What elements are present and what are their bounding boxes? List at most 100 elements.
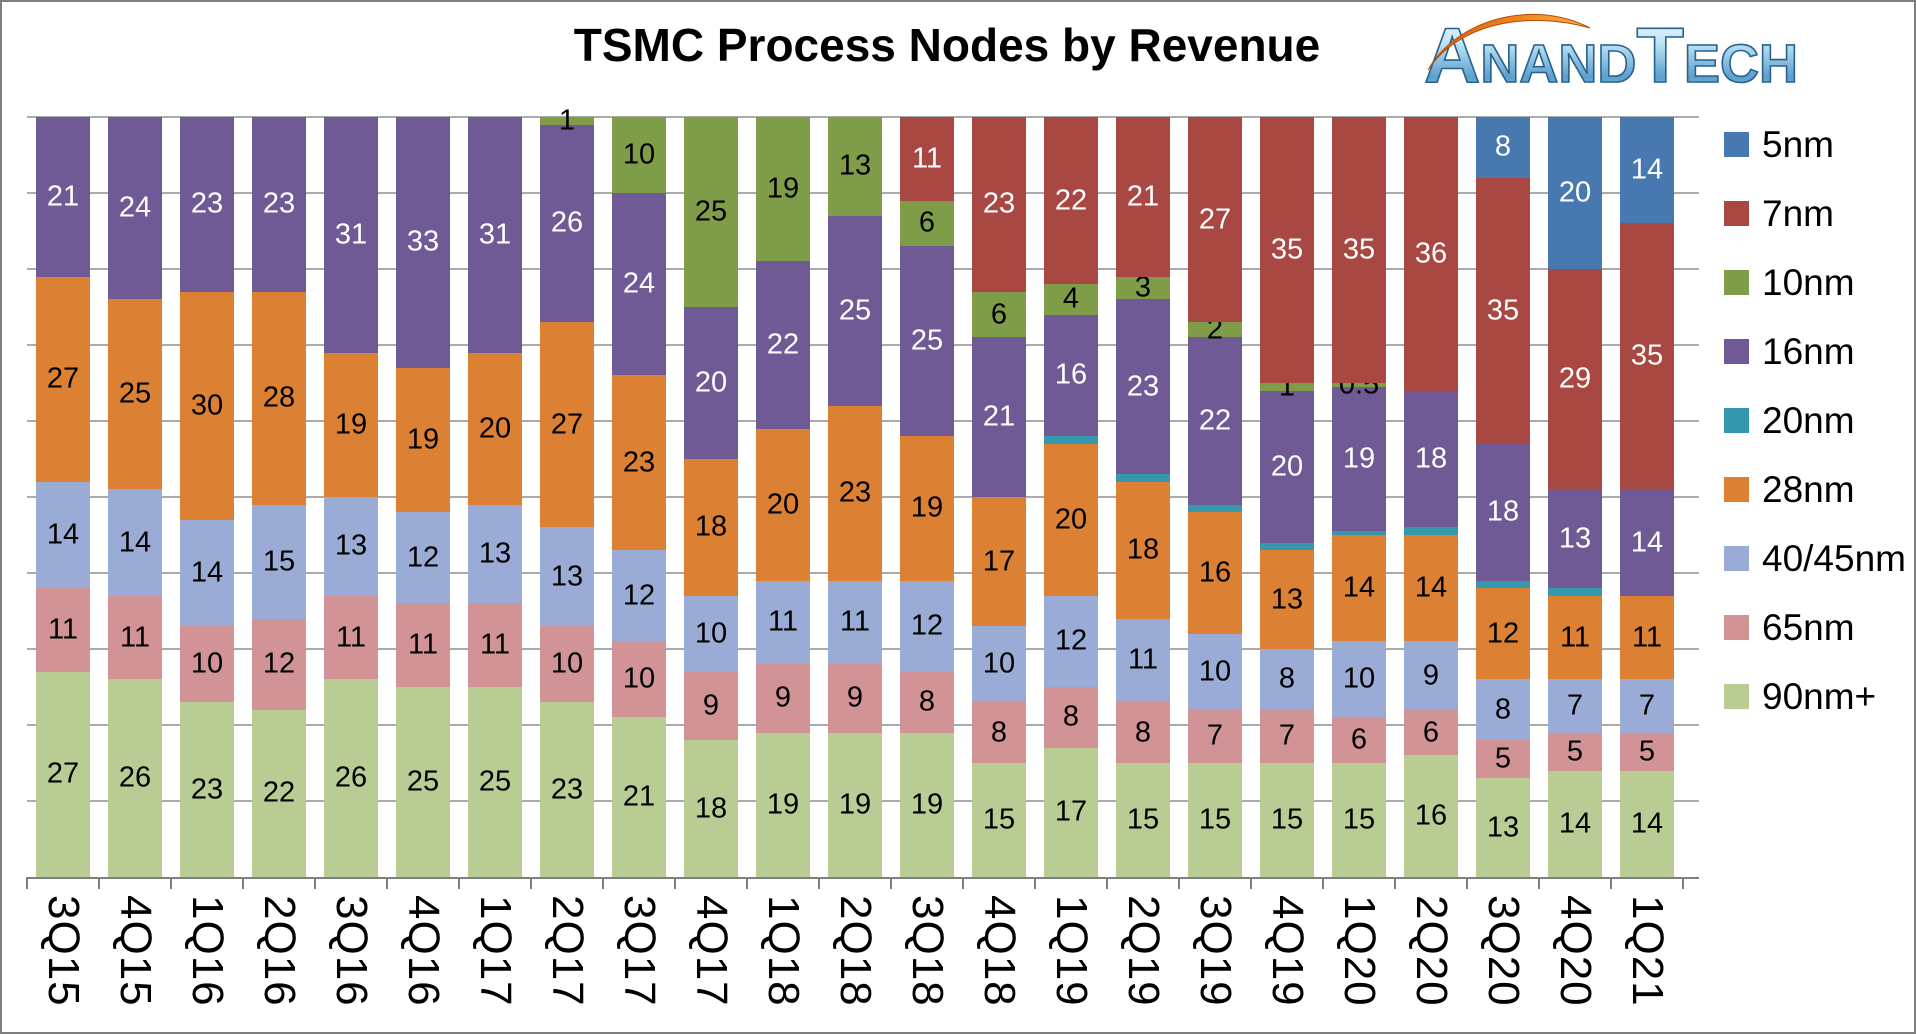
x-axis-label-3Q16: 3Q16 bbox=[327, 895, 376, 1007]
legend-item-16nm: 16nm bbox=[1724, 317, 1906, 386]
legend-swatch bbox=[1724, 546, 1749, 571]
segment-90nm+ bbox=[468, 687, 522, 877]
legend-item-65nm: 65nm bbox=[1724, 593, 1906, 662]
segment-5nm bbox=[1620, 117, 1674, 224]
segment-90nm+ bbox=[900, 732, 954, 877]
x-axis-tick bbox=[386, 877, 388, 889]
segment-28nm bbox=[1188, 512, 1242, 634]
segment-40/45nm bbox=[828, 580, 882, 665]
bar-4Q19: 15 7 8 13 20 1 35 bbox=[1260, 117, 1314, 877]
bar-1Q19: 17 8 12 20 16 4 22 bbox=[1044, 117, 1098, 877]
bar-4Q16: 25 11 12 19 33 bbox=[396, 117, 450, 877]
segment-65nm bbox=[1476, 740, 1530, 779]
x-axis-label-4Q17: 4Q17 bbox=[687, 895, 736, 1007]
bar-1Q17: 25 11 13 20 31 bbox=[468, 117, 522, 877]
segment-40/45nm bbox=[900, 580, 954, 672]
x-axis-label-3Q17: 3Q17 bbox=[615, 895, 664, 1007]
anandtech-logo-text: ANANDTECH bbox=[1424, 11, 1798, 98]
segment-10nm bbox=[612, 117, 666, 193]
segment-10nm bbox=[1260, 383, 1314, 391]
bar-3Q19: 15 7 10 16 22 2 27 bbox=[1188, 117, 1242, 877]
legend-swatch bbox=[1724, 270, 1749, 295]
segment-20nm bbox=[1116, 474, 1170, 482]
segment-16nm bbox=[1116, 299, 1170, 475]
x-axis-tick bbox=[530, 877, 532, 889]
x-axis-label-4Q19: 4Q19 bbox=[1263, 895, 1312, 1007]
segment-40/45nm bbox=[252, 504, 306, 619]
x-axis-tick bbox=[1682, 877, 1684, 889]
segment-40/45nm bbox=[468, 504, 522, 604]
bar-2Q18: 19 9 11 23 25 13 bbox=[828, 117, 882, 877]
segment-7nm bbox=[1044, 117, 1098, 285]
segment-90nm+ bbox=[1188, 763, 1242, 877]
legend-label: 65nm bbox=[1762, 606, 1855, 648]
segment-90nm+ bbox=[36, 671, 90, 877]
legend-label: 90nm+ bbox=[1762, 675, 1877, 717]
segment-40/45nm bbox=[180, 519, 234, 627]
segment-40/45nm bbox=[1620, 679, 1674, 733]
segment-65nm bbox=[756, 664, 810, 733]
segment-65nm bbox=[108, 595, 162, 680]
bar-2Q17: 23 10 13 27 26 1 bbox=[540, 106, 594, 877]
bar-3Q18: 19 8 12 19 25 6 11 bbox=[900, 117, 954, 877]
segment-90nm+ bbox=[1620, 770, 1674, 877]
segment-28nm bbox=[1044, 443, 1098, 596]
segment-90nm+ bbox=[1260, 763, 1314, 877]
logo-swoosh bbox=[1427, 13, 1591, 71]
segment-90nm+ bbox=[1332, 763, 1386, 877]
segment-65nm bbox=[1620, 732, 1674, 771]
segment-16nm bbox=[36, 117, 90, 277]
legend-label: 7nm bbox=[1762, 192, 1834, 234]
bar-4Q20: 14 5 7 11 13 29 20 bbox=[1548, 117, 1602, 877]
segment-90nm+ bbox=[1116, 763, 1170, 877]
segment-10nm bbox=[540, 117, 594, 125]
segment-65nm bbox=[324, 595, 378, 680]
segment-90nm+ bbox=[612, 717, 666, 877]
segment-40/45nm bbox=[1260, 649, 1314, 710]
segment-28nm bbox=[1404, 535, 1458, 642]
x-axis-label-4Q20: 4Q20 bbox=[1551, 895, 1600, 1007]
chart-title: TSMC Process Nodes by Revenue bbox=[573, 19, 1321, 71]
x-axis-label-2Q16: 2Q16 bbox=[255, 895, 304, 1007]
segment-28nm bbox=[540, 322, 594, 528]
segment-40/45nm bbox=[324, 497, 378, 596]
x-axis-tick bbox=[962, 877, 964, 889]
bar-2Q20: 16 6 9 14 18 36 bbox=[1404, 117, 1458, 877]
segment-10nm bbox=[1332, 383, 1386, 387]
segment-65nm bbox=[540, 626, 594, 703]
segment-28nm bbox=[1332, 535, 1386, 642]
segment-7nm bbox=[1260, 117, 1314, 383]
x-axis-tick bbox=[746, 877, 748, 889]
legend-label: 28nm bbox=[1762, 468, 1855, 510]
x-axis-label-4Q18: 4Q18 bbox=[975, 895, 1024, 1007]
segment-10nm bbox=[1116, 276, 1170, 300]
segment-16nm bbox=[324, 117, 378, 353]
x-axis-tick bbox=[1034, 877, 1036, 889]
segment-65nm bbox=[684, 671, 738, 741]
segment-20nm bbox=[1260, 542, 1314, 551]
segment-28nm bbox=[972, 497, 1026, 627]
segment-20nm bbox=[1404, 527, 1458, 535]
segment-7nm bbox=[1332, 117, 1386, 383]
x-axis-tick bbox=[242, 877, 244, 889]
segment-16nm bbox=[1188, 337, 1242, 505]
segment-28nm bbox=[1548, 595, 1602, 680]
segment-10nm bbox=[756, 117, 810, 262]
segment-65nm bbox=[396, 603, 450, 687]
segment-40/45nm bbox=[972, 626, 1026, 703]
segment-7nm bbox=[1188, 117, 1242, 323]
legend-swatch bbox=[1724, 408, 1749, 433]
x-axis-label-3Q15: 3Q15 bbox=[39, 895, 88, 1007]
segment-65nm bbox=[900, 671, 954, 733]
segment-16nm bbox=[828, 215, 882, 406]
segment-65nm bbox=[1332, 717, 1386, 763]
segment-10nm bbox=[1044, 284, 1098, 315]
legend-item-20nm: 20nm bbox=[1724, 386, 1906, 455]
segment-16nm bbox=[1548, 489, 1602, 589]
segment-40/45nm bbox=[1476, 679, 1530, 741]
bar-1Q21: 14 5 7 11 14 35 14 bbox=[1620, 117, 1674, 877]
segment-7nm bbox=[1620, 223, 1674, 490]
segment-20nm bbox=[1188, 504, 1242, 513]
bar-1Q20: 15 6 10 14 19 0.5 35 bbox=[1332, 117, 1386, 877]
segment-16nm bbox=[612, 193, 666, 376]
